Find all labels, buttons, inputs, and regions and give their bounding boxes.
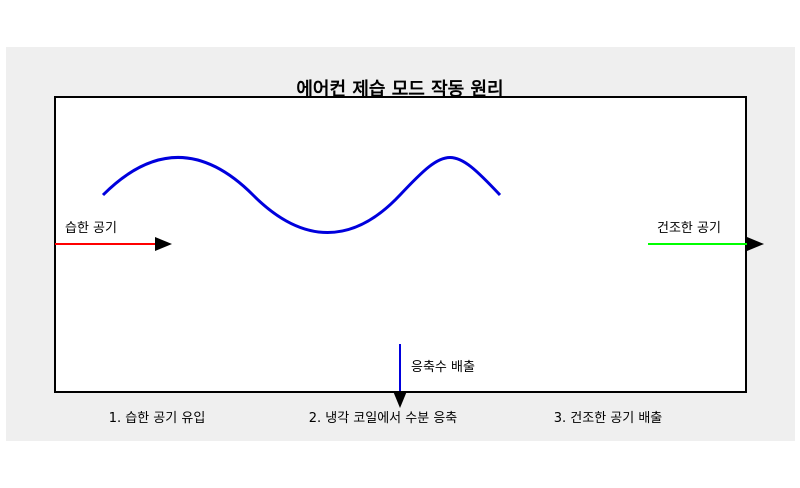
dry-air-arrow-head: [747, 237, 764, 251]
cooling-coil: [101, 156, 502, 234]
step-2-label: 2. 냉각 코일에서 수분 응축: [309, 411, 458, 426]
step-1-label: 1. 습한 공기 유입: [109, 411, 206, 426]
diagram-title: 에어컨 제습 모드 작동 원리: [296, 79, 503, 100]
condensate-label: 응축수 배출: [411, 360, 475, 375]
condensate-arrow-head: [393, 391, 407, 408]
step-3-label: 3. 건조한 공기 배출: [554, 411, 663, 426]
humid-air-arrow-head: [155, 237, 172, 251]
dry-air-label: 건조한 공기: [657, 221, 721, 236]
humid-air-label: 습한 공기: [65, 221, 117, 236]
